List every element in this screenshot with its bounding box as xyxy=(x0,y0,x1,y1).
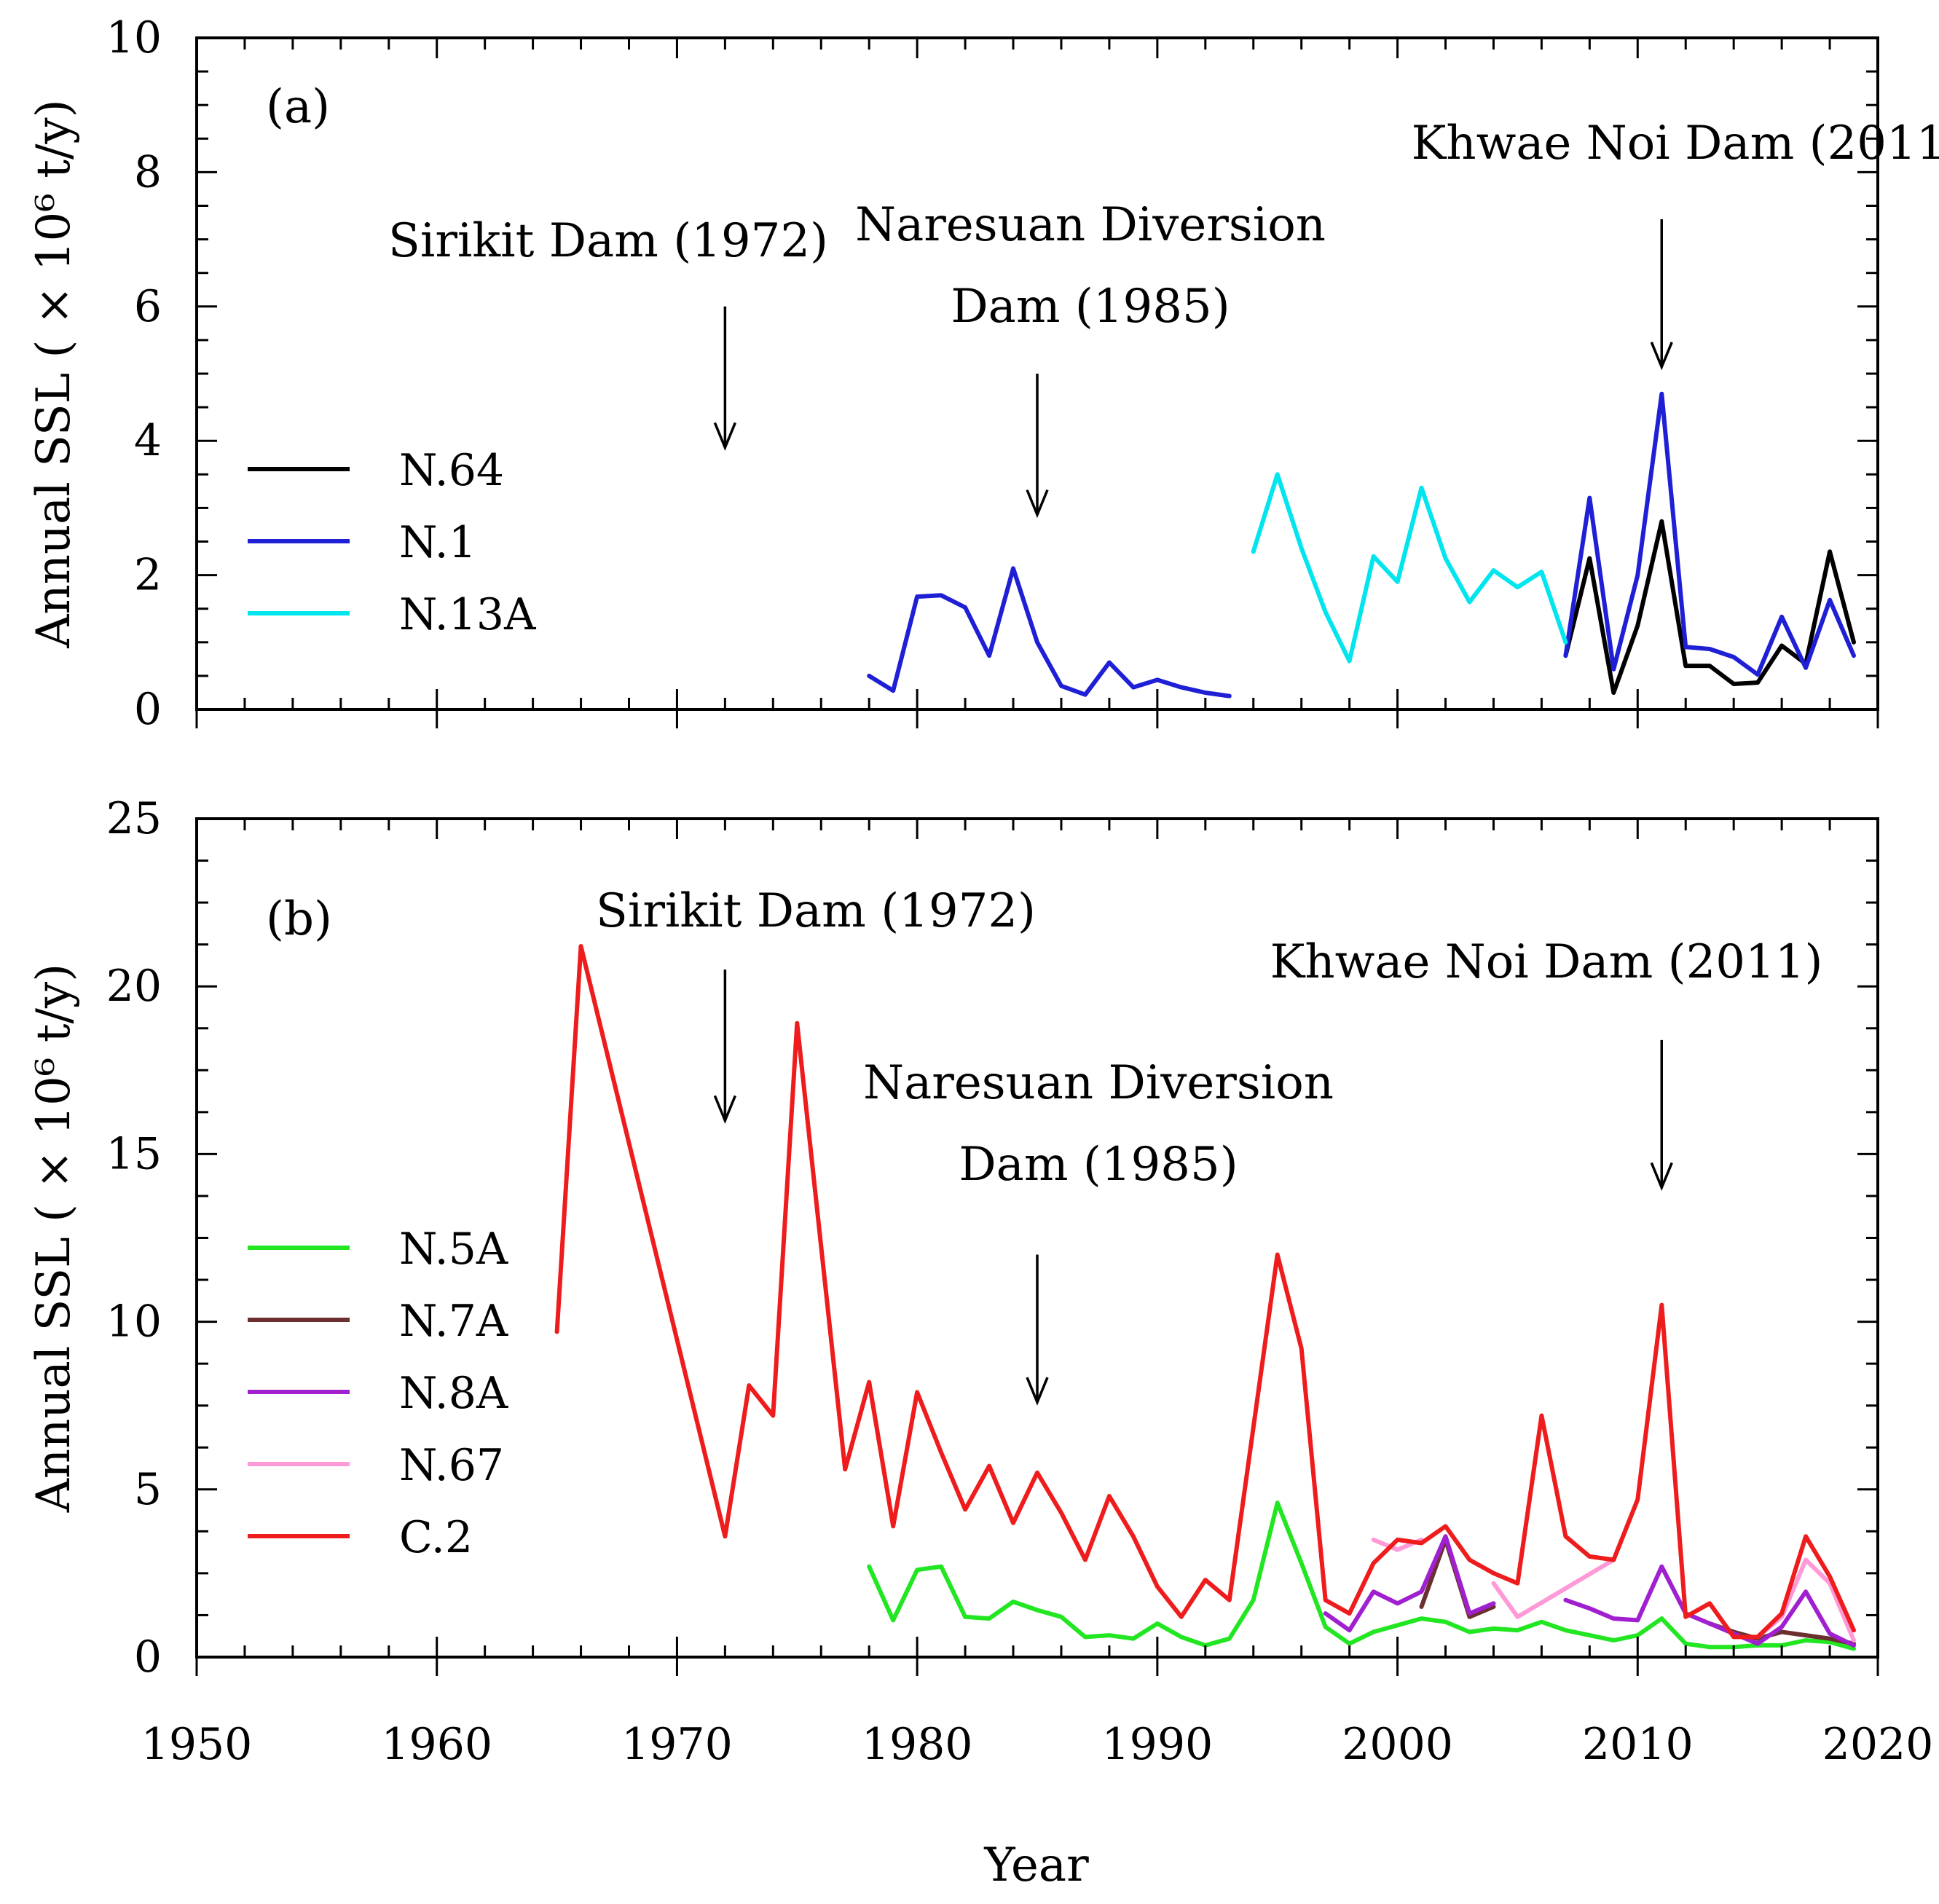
y-tick-label: 15 xyxy=(106,1128,162,1179)
series-line-n5a xyxy=(867,1500,1856,1651)
legend-label: N.13A xyxy=(399,589,536,640)
dam-annotation: Sirikit Dam (1972) xyxy=(596,884,1036,1124)
x-tick-label: 1980 xyxy=(862,1719,973,1770)
annotation-text: Khwae Noi Dam (2011) xyxy=(1270,935,1823,989)
arrow-head-icon xyxy=(713,1095,736,1124)
series-group xyxy=(867,391,1856,699)
arrow-head-icon xyxy=(1026,489,1049,519)
series-line-n67 xyxy=(1491,1557,1616,1619)
arrow-head-icon xyxy=(1026,1377,1049,1406)
legend-label: N.5A xyxy=(399,1224,508,1275)
panel-a: 0 2 4 6 8 10 Annual SSL ( × 10⁶ t/y) (a) Sirikit… xyxy=(27,12,1939,735)
series-line-n1 xyxy=(1563,391,1856,677)
series-line-c2 xyxy=(554,944,1856,1640)
y-tick-label: 2 xyxy=(134,550,162,601)
x-tick-label: 2000 xyxy=(1342,1719,1453,1770)
legend-label: N.8A xyxy=(399,1368,508,1419)
x-tick-label: 1950 xyxy=(141,1719,253,1770)
dam-annotation: Khwae Noi Dam (2011) xyxy=(1412,117,1939,371)
annotation-text: Khwae Noi Dam (2011) xyxy=(1412,117,1939,170)
series-line-n1 xyxy=(867,566,1232,699)
panel-label: (a) xyxy=(266,80,330,134)
x-tick-label: 2020 xyxy=(1822,1719,1934,1770)
legend: N.64 N.1 N.13A xyxy=(248,445,536,640)
series-line-n13a xyxy=(1251,472,1568,664)
legend-label: N.7A xyxy=(399,1296,508,1347)
legend: N.5A N.7A N.8A N.67 C.2 xyxy=(248,1224,508,1563)
y-tick-label: 10 xyxy=(106,12,162,63)
series-line-n8a xyxy=(1563,1564,1856,1648)
dam-annotation: Khwae Noi Dam (2011) xyxy=(1270,935,1823,1192)
y-tick-label: 4 xyxy=(134,415,162,466)
series-line-n8a xyxy=(1323,1534,1496,1633)
series-line-n64 xyxy=(1563,519,1856,695)
x-tick-label: 2010 xyxy=(1582,1719,1694,1770)
arrow-head-icon xyxy=(1650,1162,1673,1192)
y-tick-label: 6 xyxy=(134,281,162,332)
annotation-text: Naresuan Diversion xyxy=(863,1056,1334,1110)
x-axis-title: Year xyxy=(983,1838,1089,1892)
x-tick-label: 1990 xyxy=(1102,1719,1214,1770)
annotation-text: Sirikit Dam (1972) xyxy=(596,884,1036,938)
x-tick-label: 1970 xyxy=(621,1719,733,1770)
dam-annotation: Naresuan Diversion Dam (1985) xyxy=(863,1056,1334,1406)
y-tick-label: 25 xyxy=(106,793,162,844)
arrow-head-icon xyxy=(1650,342,1673,371)
dam-annotation: Naresuan Diversion Dam (1985) xyxy=(855,198,1326,519)
y-tick-label: 0 xyxy=(134,1632,162,1683)
y-tick-label: 10 xyxy=(106,1297,162,1348)
x-tick-label: 1960 xyxy=(381,1719,492,1770)
annotation-text: Naresuan Diversion xyxy=(855,198,1326,252)
dam-annotation: Sirikit Dam (1972) xyxy=(388,214,828,452)
legend-label: N.64 xyxy=(399,445,504,496)
legend-label: N.67 xyxy=(399,1440,504,1491)
annotation-text: Sirikit Dam (1972) xyxy=(388,214,828,268)
y-tick-label: 0 xyxy=(134,684,162,735)
panel-b: 1950 1960 1970 1980 1990 2000 2010 2020 0 5 10 15 20… xyxy=(27,793,1933,1770)
y-tick-label: 20 xyxy=(106,961,162,1012)
arrow-head-icon xyxy=(713,422,736,452)
annotation-text: Dam (1985) xyxy=(959,1138,1238,1192)
series-group xyxy=(554,944,1856,1651)
legend-label: C.2 xyxy=(399,1512,473,1563)
y-tick-label: 5 xyxy=(134,1464,162,1515)
legend-label: N.1 xyxy=(399,517,476,568)
panel-label: (b) xyxy=(266,892,332,946)
y-axis-title: Annual SSL ( × 10⁶ t/y) xyxy=(27,99,81,648)
y-axis-title: Annual SSL ( × 10⁶ t/y) xyxy=(27,964,81,1513)
y-tick-label: 8 xyxy=(134,146,162,197)
annotation-text: Dam (1985) xyxy=(951,280,1230,334)
